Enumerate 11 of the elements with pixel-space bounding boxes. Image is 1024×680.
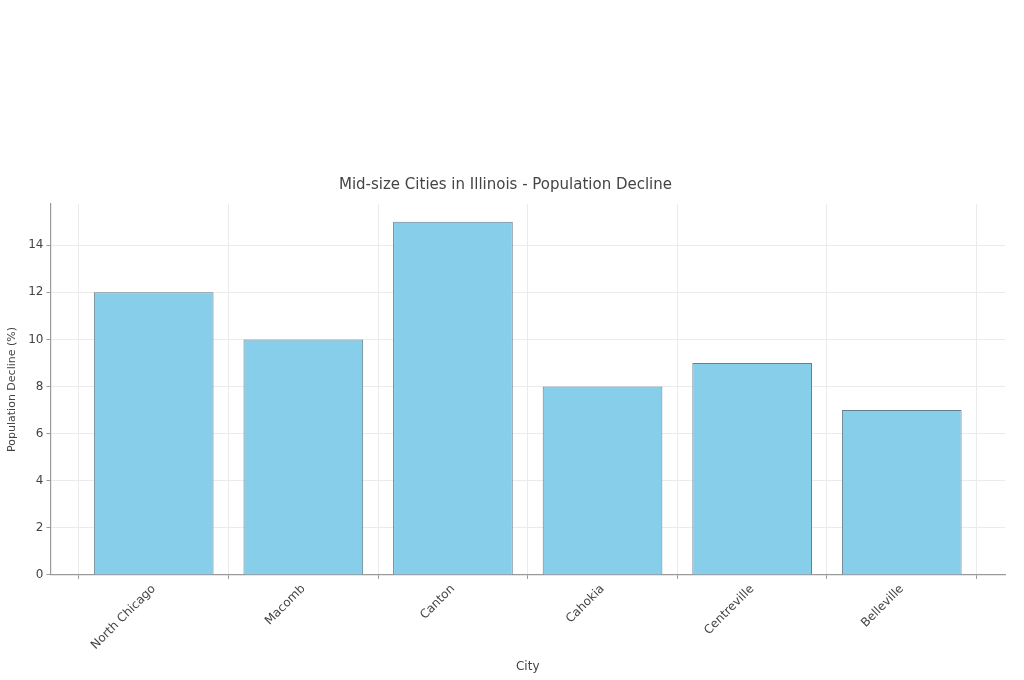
y-tick-label: 4 [35,472,44,487]
y-tick-label: 8 [35,378,44,393]
y-tick-label: 12 [28,284,44,299]
y-tick-label: 6 [35,425,44,440]
y-tick-label: 10 [28,331,44,346]
x-axis-title: City [515,658,540,673]
y-tick-label: 0 [35,567,44,582]
y-axis-title: Population Decline (%) [5,326,19,452]
y-tick-label: 2 [35,519,44,534]
chart-title: Mid-size Cities in Illinois - Population Decline [338,174,673,193]
y-tick-label: 14 [28,237,44,252]
